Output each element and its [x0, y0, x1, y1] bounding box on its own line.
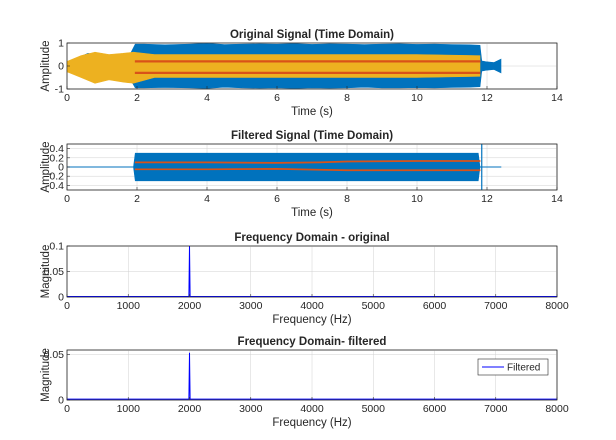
series-2-envelope — [67, 51, 481, 84]
x-tick-label: 10 — [411, 193, 423, 205]
y-tick-label: 0 — [58, 292, 64, 304]
chart-title: Frequency Domain- filtered — [238, 336, 387, 348]
data-layer — [67, 246, 557, 297]
series-2-band — [134, 160, 481, 164]
series-1-line — [67, 246, 557, 297]
x-tick-label: 4 — [204, 92, 210, 104]
x-tick-label: 6000 — [423, 300, 447, 312]
legend-box — [477, 358, 549, 376]
x-tick-label: 8000 — [545, 403, 569, 415]
y-tick-label: 0 — [58, 395, 64, 407]
y-tick-label: -1 — [55, 84, 64, 96]
x-tick-label: 10 — [411, 92, 423, 104]
x-tick-label: 8 — [344, 193, 350, 205]
y-axis-label: Magnitude — [40, 245, 52, 299]
freq-filtered-chart: 0 1000 2000 3000 4000 5000 6000 7000 8000 0 0.05 Fr… — [40, 336, 569, 429]
x-axis-label: Time (s) — [291, 207, 333, 219]
series-3-band — [134, 167, 481, 172]
x-tick-label: 0 — [64, 193, 70, 205]
y-tick-label: -0.2 — [46, 171, 64, 183]
filtered-line — [67, 352, 557, 400]
data-layer — [67, 352, 557, 400]
x-tick-label: 6000 — [423, 403, 447, 415]
x-tick-label: 14 — [551, 92, 563, 104]
x-tick-label: 2000 — [178, 300, 202, 312]
y-tick-label: -0.4 — [46, 180, 64, 192]
x-tick-label: 7000 — [484, 403, 508, 415]
x-tick-label: 12 — [481, 92, 493, 104]
y-tick-label: 0.4 — [49, 143, 64, 155]
x-tick-label: 5000 — [362, 300, 386, 312]
x-tick-label: 0 — [64, 300, 70, 312]
y-axis-label: Amplitude — [40, 141, 52, 192]
x-tick-label: 2 — [134, 193, 140, 205]
x-axis-label: Frequency (Hz) — [272, 314, 351, 326]
x-axis-label: Time (s) — [291, 106, 333, 118]
x-tick-label: 6 — [274, 193, 280, 205]
legend-entry-label: Filtered — [507, 363, 540, 374]
freq-original-chart: 0 1000 2000 3000 4000 5000 6000 7000 8000 0 0.05 0.… — [40, 232, 569, 326]
x-tick-label: 3000 — [239, 403, 263, 415]
x-tick-label: 5000 — [362, 403, 386, 415]
x-tick-label: 8000 — [545, 300, 569, 312]
chart-title: Original Signal (Time Domain) — [230, 29, 394, 41]
x-tick-label: 0 — [64, 92, 70, 104]
x-tick-label: 3000 — [239, 300, 263, 312]
x-tick-label: 4000 — [300, 300, 324, 312]
x-tick-label: 8 — [344, 92, 350, 104]
series-3-band — [134, 60, 481, 63]
x-tick-label: 2000 — [178, 403, 202, 415]
chart-title: Filtered Signal (Time Domain) — [231, 130, 393, 142]
x-tick-label: 6 — [274, 92, 280, 104]
chart-title: Frequency Domain - original — [234, 232, 389, 244]
y-tick-label: 0 — [58, 61, 64, 73]
x-tick-label: 4000 — [300, 403, 324, 415]
data-layer — [67, 144, 502, 190]
y-tick-label: 0.1 — [49, 241, 64, 253]
data-layer — [67, 43, 502, 89]
y-axis-label: Amplitude — [40, 40, 52, 91]
x-tick-label: 1000 — [117, 300, 141, 312]
x-axis-label: Frequency (Hz) — [272, 417, 351, 429]
y-tick-label: 0.05 — [44, 349, 65, 361]
y-tick-label: 0 — [58, 162, 64, 174]
x-tick-label: 1000 — [117, 403, 141, 415]
y-tick-label: 1 — [58, 38, 64, 50]
legend: Filtered — [477, 358, 549, 376]
x-tick-label: 0 — [64, 403, 70, 415]
x-tick-label: 4 — [204, 193, 210, 205]
x-tick-label: 7000 — [484, 300, 508, 312]
series-4-band — [134, 71, 481, 74]
y-tick-label: 0.05 — [44, 266, 65, 278]
x-tick-label: 14 — [551, 193, 563, 205]
series-1-envelope — [67, 152, 502, 182]
y-tick-label: 0.2 — [49, 152, 64, 164]
x-tick-label: 12 — [481, 193, 493, 205]
x-tick-label: 2 — [134, 92, 140, 104]
y-axis-label: Magnitude — [40, 348, 52, 402]
